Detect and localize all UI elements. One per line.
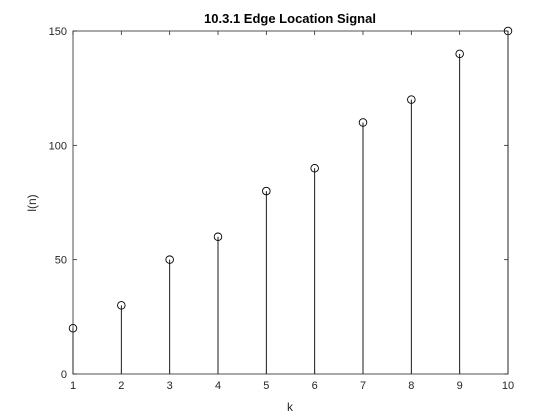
x-tick-label: 5 [263,380,269,392]
stem-marker [407,95,416,104]
y-tick-label: 150 [49,26,67,38]
stem-marker [262,186,271,196]
stem-marker [358,118,368,127]
x-tick-label: 8 [408,380,414,392]
x-tick-label: 7 [360,380,366,392]
y-tick-label: 100 [49,140,67,152]
x-ticks-group: 1 2 3 4 5 6 7 8 9 10 [70,31,514,392]
x-tick-label: 9 [457,380,463,392]
stem-marker [117,301,126,310]
stem-marker [213,232,223,242]
y-axis-label: l(n) [25,194,39,211]
x-tick-label: 6 [312,380,318,392]
x-tick-label: 2 [118,380,124,392]
stem-marker [165,255,174,264]
y-tick-label: 50 [55,255,67,267]
plot-area [73,31,508,374]
x-tick-label: 4 [215,380,221,392]
stem-marker [310,163,319,173]
y-tick-label: 0 [61,369,67,381]
x-tick-label: 10 [502,380,514,392]
x-tick-label: 1 [70,380,76,392]
stem-marker [455,49,464,59]
x-axis-label: k [287,400,294,414]
chart-title: 10.3.1 Edge Location Signal [204,11,376,26]
x-tick-label: 3 [167,380,173,392]
axes-box [72,30,509,375]
y-ticks-group: 0 50 100 150 [49,26,508,381]
